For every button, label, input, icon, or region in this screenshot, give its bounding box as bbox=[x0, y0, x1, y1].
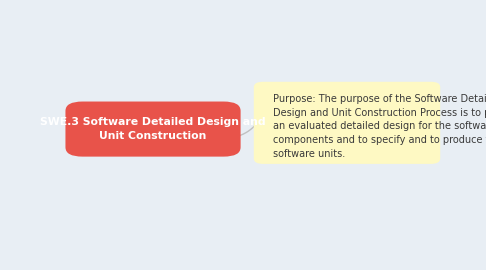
Text: Purpose: The purpose of the Software Detailed
Design and Unit Construction Proce: Purpose: The purpose of the Software Det… bbox=[273, 94, 486, 159]
FancyBboxPatch shape bbox=[66, 102, 241, 157]
FancyBboxPatch shape bbox=[254, 82, 440, 164]
Text: SWE.3 Software Detailed Design and
Unit Construction: SWE.3 Software Detailed Design and Unit … bbox=[40, 117, 266, 141]
